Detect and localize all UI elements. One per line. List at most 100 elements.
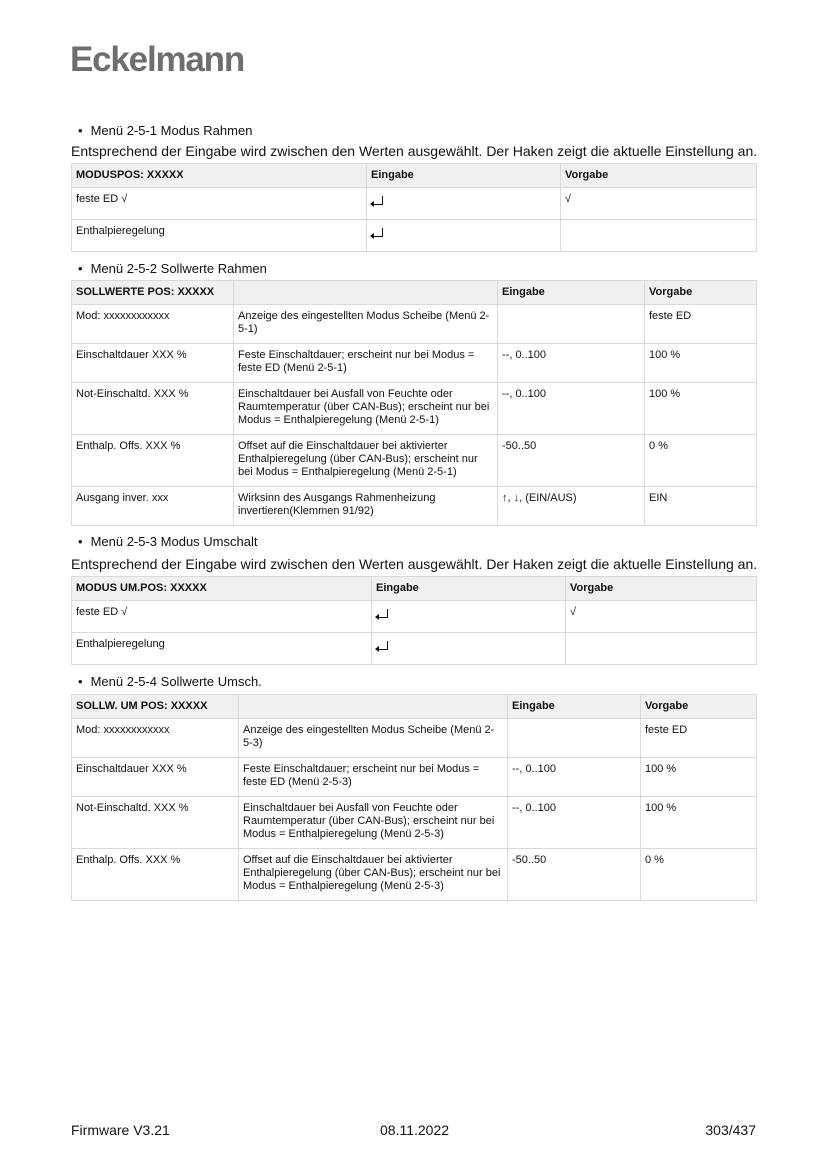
parameter-description: Einschaltdauer bei Ausfall von Feuchte o… xyxy=(233,382,498,435)
default-value xyxy=(565,632,757,665)
default-value: 100 % xyxy=(640,757,757,797)
table-row: Mod: xxxxxxxxxxxx Anzeige des eingestellt… xyxy=(71,718,757,758)
table-modus-umschalt: MODUS UM.POS: XXXXX Eingabe Vorgabe feste E… xyxy=(71,576,757,665)
table-row: Enthalp. Offs. XXX % Offset auf die Einsc… xyxy=(71,848,757,901)
column-header: Eingabe xyxy=(371,576,566,601)
default-value xyxy=(560,219,757,252)
enter-key-icon xyxy=(375,609,388,620)
column-header: Eingabe xyxy=(507,694,641,719)
input-cell xyxy=(366,219,561,252)
table-header-row: SOLLW. UM POS: XXXXX Eingabe Vorgabe xyxy=(71,694,757,719)
eckelmann-logo: Eckelmann xyxy=(70,40,245,79)
default-value: 100 % xyxy=(640,796,757,849)
parameter-name: Mod: xxxxxxxxxxxx xyxy=(71,718,239,758)
column-header: Vorgabe xyxy=(565,576,757,601)
option-label: Enthalpieregelung xyxy=(71,632,372,665)
table-row: Einschaltdauer XXX % Feste Einschaltdauer… xyxy=(71,343,757,383)
input-range: -50..50 xyxy=(507,848,641,901)
input-range: -50..50 xyxy=(497,434,645,487)
bullet-icon: • xyxy=(78,674,83,689)
parameter-name: Mod: xxxxxxxxxxxx xyxy=(71,304,234,344)
column-header: Eingabe xyxy=(366,163,561,188)
default-value: feste ED xyxy=(644,304,757,344)
heading-text: Menü 2-5-4 Sollwerte Umsch. xyxy=(90,674,262,689)
default-value: feste ED xyxy=(640,718,757,758)
column-header: MODUS UM.POS: XXXXX xyxy=(71,576,372,601)
table-row: Mod: xxxxxxxxxxxx Anzeige des eingestellt… xyxy=(71,304,757,344)
default-value: 0 % xyxy=(644,434,757,487)
footer-firmware: Firmware V3.21 xyxy=(71,1122,170,1138)
default-value: EIN xyxy=(644,486,757,526)
parameter-description: Wirksinn des Ausgangs Rahmenheizung inve… xyxy=(233,486,498,526)
parameter-name: Not-Einschaltd. XXX % xyxy=(71,382,234,435)
table-row: Enthalp. Offs. XXX % Offset auf die Einsc… xyxy=(71,434,757,487)
column-header: Vorgabe xyxy=(560,163,757,188)
parameter-name: Enthalp. Offs. XXX % xyxy=(71,848,239,901)
parameter-description: Anzeige des eingestellten Modus Scheibe … xyxy=(233,304,498,344)
section-description: Entsprechend der Eingabe wird zwischen d… xyxy=(71,556,758,572)
input-cell xyxy=(371,632,566,665)
option-label: feste ED √ xyxy=(71,187,367,220)
input-range: --, 0..100 xyxy=(497,382,645,435)
parameter-name: Enthalp. Offs. XXX % xyxy=(71,434,234,487)
default-value: 100 % xyxy=(644,382,757,435)
parameter-description: Einschaltdauer bei Ausfall von Feuchte o… xyxy=(238,796,508,849)
bullet-icon: • xyxy=(78,261,83,276)
footer-page-number: 303/437 xyxy=(705,1122,756,1138)
enter-key-icon xyxy=(370,196,383,207)
input-range: ↑, ↓, (EIN/AUS) xyxy=(497,486,645,526)
parameter-description: Offset auf die Einschaltdauer bei aktivi… xyxy=(233,434,498,487)
input-range: --, 0..100 xyxy=(507,757,641,797)
heading-text: Menü 2-5-2 Sollwerte Rahmen xyxy=(90,261,267,276)
parameter-description: Anzeige des eingestellten Modus Scheibe … xyxy=(238,718,508,758)
table-row: Enthalpieregelung xyxy=(71,632,757,665)
option-label: feste ED √ xyxy=(71,600,372,633)
column-header: SOLLWERTE POS: XXXXX xyxy=(71,280,234,305)
parameter-name: Einschaltdauer XXX % xyxy=(71,757,239,797)
input-range: --, 0..100 xyxy=(497,343,645,383)
parameter-description: Feste Einschaltdauer; erscheint nur bei … xyxy=(238,757,508,797)
table-row: Einschaltdauer XXX % Feste Einschaltdauer… xyxy=(71,757,757,797)
table-row: feste ED √ √ xyxy=(71,600,757,633)
table-modus-rahmen: MODUSPOS: XXXXX Eingabe Vorgabe feste ED √ √… xyxy=(71,163,757,252)
input-cell xyxy=(371,600,566,633)
section-heading-2-5-4: • Menü 2-5-4 Sollwerte Umsch. xyxy=(78,674,262,689)
table-row: Not-Einschaltd. XXX % Einschaltdauer bei … xyxy=(71,382,757,435)
heading-text: Menü 2-5-3 Modus Umschalt xyxy=(90,534,258,549)
table-row: Not-Einschaltd. XXX % Einschaltdauer bei … xyxy=(71,796,757,849)
table-sollwerte-rahmen: SOLLWERTE POS: XXXXX Eingabe Vorgabe Mod: x… xyxy=(71,280,757,526)
table-header-row: MODUS UM.POS: XXXXX Eingabe Vorgabe xyxy=(71,576,757,601)
default-value: 0 % xyxy=(640,848,757,901)
input-cell xyxy=(366,187,561,220)
column-header: Vorgabe xyxy=(640,694,757,719)
enter-key-icon xyxy=(375,641,388,652)
table-sollwerte-umsch: SOLLW. UM POS: XXXXX Eingabe Vorgabe Mod: x… xyxy=(71,694,757,901)
column-header xyxy=(233,280,498,305)
heading-text: Menü 2-5-1 Modus Rahmen xyxy=(90,123,253,138)
input-range: --, 0..100 xyxy=(507,796,641,849)
input-range xyxy=(507,718,641,758)
section-heading-2-5-3: • Menü 2-5-3 Modus Umschalt xyxy=(78,534,257,549)
enter-key-icon xyxy=(370,228,383,239)
parameter-description: Offset auf die Einschaltdauer bei aktivi… xyxy=(238,848,508,901)
column-header: SOLLW. UM POS: XXXXX xyxy=(71,694,239,719)
column-header: MODUSPOS: XXXXX xyxy=(71,163,367,188)
table-row: Enthalpieregelung xyxy=(71,219,757,252)
table-header-row: MODUSPOS: XXXXX Eingabe Vorgabe xyxy=(71,163,757,188)
column-header: Vorgabe xyxy=(644,280,757,305)
parameter-name: Einschaltdauer XXX % xyxy=(71,343,234,383)
footer-date: 08.11.2022 xyxy=(380,1122,450,1138)
table-row: feste ED √ √ xyxy=(71,187,757,220)
parameter-name: Not-Einschaltd. XXX % xyxy=(71,796,239,849)
bullet-icon: • xyxy=(78,534,83,549)
column-header xyxy=(238,694,508,719)
parameter-description: Feste Einschaltdauer; erscheint nur bei … xyxy=(233,343,498,383)
section-heading-2-5-1: • Menü 2-5-1 Modus Rahmen xyxy=(78,123,252,138)
table-header-row: SOLLWERTE POS: XXXXX Eingabe Vorgabe xyxy=(71,280,757,305)
default-value: √ xyxy=(560,187,757,220)
parameter-name: Ausgang inver. xxx xyxy=(71,486,234,526)
option-label: Enthalpieregelung xyxy=(71,219,367,252)
input-range xyxy=(497,304,645,344)
default-value: 100 % xyxy=(644,343,757,383)
